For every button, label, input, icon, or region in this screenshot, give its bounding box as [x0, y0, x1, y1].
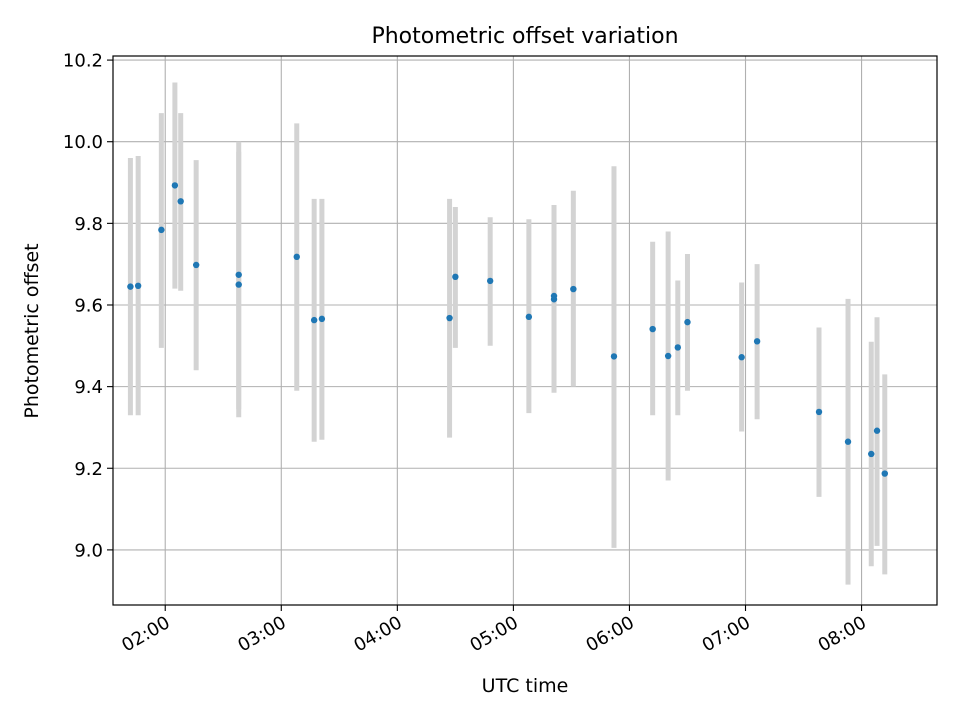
data-point	[293, 253, 300, 261]
data-point	[235, 281, 242, 288]
grid	[113, 56, 937, 605]
y-tick-label: 9.0	[74, 540, 103, 561]
data-point	[310, 316, 318, 324]
data-point	[844, 438, 852, 445]
data-point	[486, 277, 494, 285]
x-axis-label: UTC time	[482, 675, 569, 697]
y-tick-label: 10.2	[63, 51, 103, 72]
data-point	[127, 283, 134, 290]
data-point	[570, 285, 577, 293]
data-point	[664, 352, 672, 360]
chart-title: Photometric offset variation	[371, 24, 678, 49]
data-point	[134, 282, 142, 290]
data-point	[738, 354, 745, 361]
data-points	[127, 182, 888, 477]
data-point	[610, 353, 618, 360]
data-point	[177, 198, 184, 205]
data-point	[753, 338, 761, 345]
y-tick-label: 9.4	[74, 377, 103, 398]
y-tick-label: 9.8	[74, 214, 103, 235]
data-point	[192, 261, 200, 269]
data-point	[235, 271, 242, 278]
data-point	[452, 273, 459, 281]
data-point	[446, 314, 453, 322]
data-point	[674, 344, 682, 351]
data-point	[649, 325, 656, 333]
data-point	[171, 182, 179, 189]
data-point	[881, 470, 888, 477]
y-axis-label: Photometric offset	[21, 243, 43, 418]
data-point	[318, 315, 326, 323]
y-axis: 9.0 9.2 9.4 9.6 9.8 10.0 10.2	[63, 51, 113, 561]
data-point	[868, 450, 875, 458]
plot-frame	[112, 55, 938, 606]
y-tick-label: 9.6	[74, 295, 103, 316]
y-tick-label: 9.2	[74, 459, 103, 480]
data-point	[525, 313, 533, 321]
data-point	[158, 226, 165, 234]
y-tick-label: 10.0	[63, 132, 103, 153]
data-point	[873, 427, 881, 434]
data-point	[684, 318, 691, 326]
data-point	[815, 408, 823, 416]
data-point	[550, 292, 558, 300]
